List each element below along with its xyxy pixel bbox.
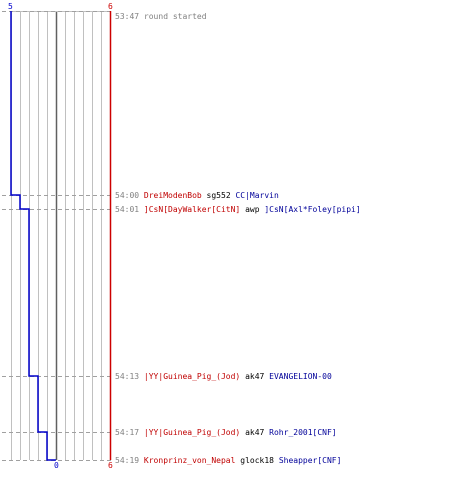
blue-team-end-count: 0 [54, 461, 59, 470]
victim-name: ]CsN[Axl*Foley[pipi] [264, 205, 361, 214]
killer-name: ]CsN[DayWalker[CitN] [143, 205, 241, 214]
log-line-kill: 54:17 |YY|Guinea_Pig_(Jod) ak47 Rohr_200… [115, 428, 337, 438]
log-line-round-start: 53:47 round started [115, 12, 207, 22]
killer-name: |YY|Guinea_Pig_(Jod) [143, 372, 241, 381]
grid-lines [11, 11, 102, 460]
log-line-kill: 54:13 |YY|Guinea_Pig_(Jod) ak47 EVANGELI… [115, 372, 332, 382]
red-team-start-count: 6 [108, 2, 113, 11]
victim-name: Rohr_2001[CNF] [269, 428, 337, 437]
event-timestamp: 54:19 [115, 456, 140, 465]
log-line-kill: 54:19 Kronprinz_von_Nepal glock18 Sheapp… [115, 456, 341, 466]
killer-name: DreiModenBob [143, 191, 202, 200]
victim-name: EVANGELION-00 [269, 372, 332, 381]
event-timestamp: 54:01 [115, 205, 140, 214]
weapon-name: awp [245, 205, 260, 214]
event-timestamp: 53:47 [115, 12, 140, 21]
weapon-name: ak47 [245, 428, 265, 437]
victim-name: CC|Marvin [235, 191, 279, 200]
event-timestamp: 54:17 [115, 428, 140, 437]
red-team-end-count: 6 [108, 461, 113, 470]
event-timestamp: 54:00 [115, 191, 140, 200]
log-line-kill: 54:00 DreiModenBob sg552 CC|Marvin [115, 191, 279, 201]
blue-team-step-line [10, 11, 56, 461]
weapon-name: glock18 [240, 456, 274, 465]
event-guides [2, 11, 113, 461]
weapon-name: sg552 [206, 191, 231, 200]
event-timestamp: 54:13 [115, 372, 140, 381]
killer-name: Kronprinz_von_Nepal [143, 456, 236, 465]
victim-name: Sheapper[CNF] [278, 456, 342, 465]
event-message: round started [143, 12, 207, 21]
blue-team-start-count: 5 [8, 2, 13, 11]
log-line-kill: 54:01 ]CsN[DayWalker[CitN] awp ]CsN[Axl*… [115, 205, 361, 215]
killer-name: |YY|Guinea_Pig_(Jod) [143, 428, 241, 437]
weapon-name: ak47 [245, 372, 265, 381]
